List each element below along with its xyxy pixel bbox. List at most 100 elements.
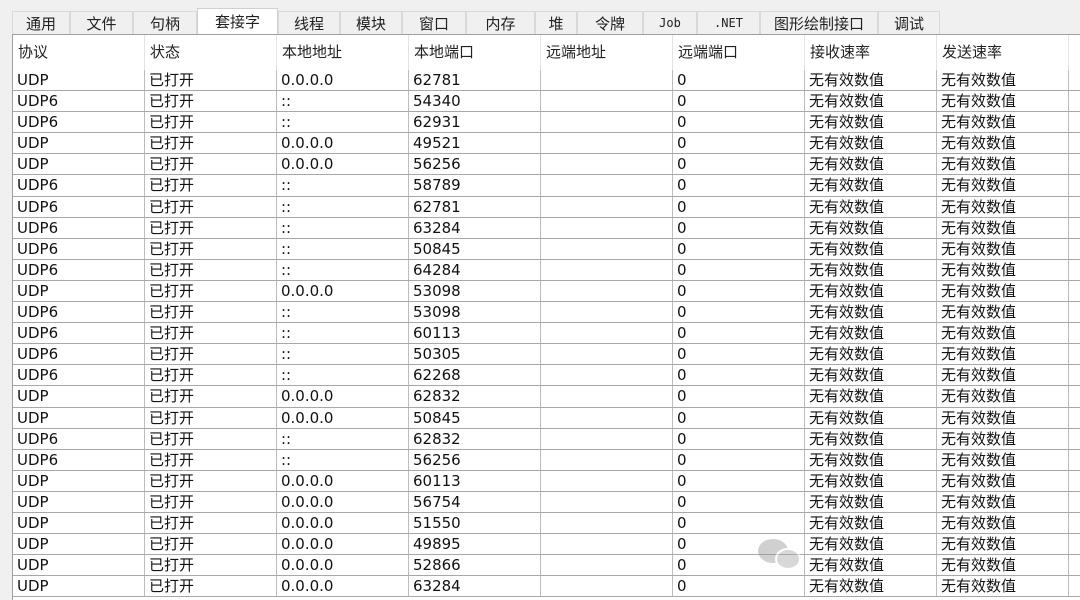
table-row[interactable]: UDP 已打开 0.0.0.0 51550 0 无有效数值 无有效数值 bbox=[13, 512, 1080, 535]
table-row[interactable]: UDP6 已打开:: 62832 0 无有效数值 无有效数值 bbox=[13, 428, 1080, 450]
table-row[interactable]: UDP6 已打开:: 54340 0 无有效数值 无有效数值 bbox=[13, 91, 1080, 113]
table-cell: 已打开 bbox=[145, 470, 277, 491]
table-cell: 已打开 bbox=[145, 238, 277, 259]
table-cell: UDP6 bbox=[13, 91, 145, 112]
table-cell: UDP bbox=[13, 280, 145, 302]
table-cell: 0 bbox=[673, 386, 805, 407]
table-cell: 已打开 bbox=[145, 407, 277, 428]
table-cell: 已打开 bbox=[145, 70, 277, 91]
table-row[interactable]: UDP 已打开 0.0.0.0 60113 0 无有效数值 无有效数值 bbox=[13, 470, 1080, 492]
table-cell: 已打开 bbox=[145, 428, 277, 449]
table-cell bbox=[541, 407, 673, 428]
table-row[interactable]: UDP6 已打开:: 56256 0 无有效数值 无有效数值 bbox=[13, 449, 1080, 471]
column-header[interactable]: 远端端口 bbox=[673, 35, 805, 70]
column-header[interactable]: 接收速率 bbox=[805, 35, 937, 70]
table-cell: 已打开 bbox=[145, 365, 277, 386]
table-cell: 无有效数值 bbox=[937, 323, 1069, 344]
table-cell: 50845 bbox=[409, 407, 541, 428]
table-cell: UDP bbox=[13, 133, 145, 154]
table-row[interactable]: UDP6 已打开:: 50305 0 无有效数值 无有效数值 bbox=[13, 344, 1080, 366]
table-row[interactable]: UDP6 已打开:: 62781 0 无有效数值 无有效数值 bbox=[13, 196, 1080, 218]
tab-11[interactable]: .NET bbox=[697, 11, 760, 34]
table-row[interactable]: UDP 已打开 0.0.0.0 49895 0 无有效数值 无有效数值 bbox=[13, 534, 1080, 556]
tab-2[interactable]: 句柄 bbox=[133, 11, 197, 34]
table-cell: UDP bbox=[13, 470, 145, 491]
table-cell bbox=[541, 449, 673, 470]
table-cell: 0 bbox=[673, 70, 805, 91]
table-cell: UDP bbox=[13, 555, 145, 576]
table-cell: 56754 bbox=[409, 491, 541, 512]
table-cell: 62931 bbox=[409, 112, 541, 133]
tab-0[interactable]: 通用 bbox=[12, 11, 70, 34]
table-row[interactable]: UDP 已打开 0.0.0.0 53098 0 无有效数值 无有效数值 bbox=[13, 280, 1080, 303]
table-cell bbox=[541, 365, 673, 386]
table-cell: UDP6 bbox=[13, 449, 145, 470]
table-cell: 已打开 bbox=[145, 386, 277, 407]
column-header[interactable]: 发送速率 bbox=[937, 35, 1069, 70]
table-cell: 无有效数值 bbox=[937, 302, 1069, 323]
table-cell: UDP bbox=[13, 154, 145, 175]
tab-5[interactable]: 模块 bbox=[340, 11, 402, 34]
table-cell: 50305 bbox=[409, 344, 541, 365]
table-cell bbox=[541, 534, 673, 555]
table-cell bbox=[541, 470, 673, 491]
table-cell: :: bbox=[277, 344, 409, 365]
table-cell: 0.0.0.0 bbox=[277, 512, 409, 534]
table-row[interactable]: UDP6 已打开:: 62268 0 无有效数值 无有效数值 bbox=[13, 365, 1080, 387]
table-row[interactable]: UDP 已打开 0.0.0.0 62832 0 无有效数值 无有效数值 bbox=[13, 386, 1080, 408]
column-header[interactable]: 协议 bbox=[13, 35, 145, 70]
table-cell: 50845 bbox=[409, 238, 541, 259]
tab-3[interactable]: 套接字 bbox=[197, 8, 278, 34]
table-row[interactable]: UDP 已打开 0.0.0.0 52866 0 无有效数值 无有效数值 bbox=[13, 555, 1080, 577]
table-row[interactable]: UDP6 已打开:: 53098 0 无有效数值 无有效数值 bbox=[13, 302, 1080, 324]
table-cell: 0 bbox=[673, 175, 805, 196]
table-header: 协议 状态 本地地址 本地端口 远端地址 远端端口 接收速率 发送速率 bbox=[13, 35, 1080, 70]
table-cell: 无有效数值 bbox=[805, 576, 937, 597]
tab-12[interactable]: 图形绘制接口 bbox=[760, 11, 878, 34]
tab-13[interactable]: 调试 bbox=[878, 11, 940, 34]
table-cell: :: bbox=[277, 449, 409, 470]
tab-9[interactable]: 令牌 bbox=[577, 11, 643, 34]
table-cell: :: bbox=[277, 428, 409, 449]
tab-10[interactable]: Job bbox=[643, 11, 697, 34]
table-row[interactable]: UDP 已打开 0.0.0.0 50845 0 无有效数值 无有效数值 bbox=[13, 407, 1080, 429]
table-cell: 62832 bbox=[409, 386, 541, 407]
table-row[interactable]: UDP 已打开 0.0.0.0 49521 0 无有效数值 无有效数值 bbox=[13, 133, 1080, 155]
table-row[interactable]: UDP 已打开 0.0.0.0 56256 0 无有效数值 无有效数值 bbox=[13, 154, 1080, 176]
column-header[interactable]: 本地地址 bbox=[277, 35, 409, 70]
table-cell: :: bbox=[277, 259, 409, 280]
tab-4[interactable]: 线程 bbox=[278, 11, 340, 34]
tab-1[interactable]: 文件 bbox=[70, 11, 133, 34]
table-row[interactable]: UDP6 已打开:: 64284 0 无有效数值 无有效数值 bbox=[13, 259, 1080, 281]
table-row[interactable]: UDP6 已打开:: 50845 0 无有效数值 无有效数值 bbox=[13, 238, 1080, 260]
table-cell bbox=[541, 555, 673, 576]
table-cell: 无有效数值 bbox=[937, 154, 1069, 175]
table-cell: 0.0.0.0 bbox=[277, 280, 409, 302]
table-cell: :: bbox=[277, 302, 409, 323]
table-row[interactable]: UDP6 已打开:: 58789 0 无有效数值 无有效数值 bbox=[13, 175, 1080, 197]
tab-8[interactable]: 堆 bbox=[535, 11, 577, 34]
table-row[interactable]: UDP6 已打开:: 63284 0 无有效数值 无有效数值 bbox=[13, 217, 1080, 239]
table-row[interactable]: UDP 已打开 0.0.0.0 56754 0 无有效数值 无有效数值 bbox=[13, 491, 1080, 513]
table-cell: :: bbox=[277, 112, 409, 133]
column-header[interactable]: 状态 bbox=[145, 35, 277, 70]
table-row[interactable]: UDP 已打开 0.0.0.0 63284 0 无有效数值 无有效数值 bbox=[13, 576, 1080, 598]
table-cell: 已打开 bbox=[145, 512, 277, 534]
column-header[interactable]: 远端地址 bbox=[541, 35, 673, 70]
table-cell: 0.0.0.0 bbox=[277, 407, 409, 428]
table-cell: UDP bbox=[13, 386, 145, 407]
column-header[interactable]: 本地端口 bbox=[409, 35, 541, 70]
table-row[interactable]: UDP6 已打开:: 62931 0 无有效数值 无有效数值 bbox=[13, 112, 1080, 134]
table-cell: 无有效数值 bbox=[805, 259, 937, 280]
table-cell: 无有效数值 bbox=[937, 470, 1069, 491]
table-cell: 53098 bbox=[409, 302, 541, 323]
table-cell: 无有效数值 bbox=[805, 154, 937, 175]
table-cell: 无有效数值 bbox=[937, 365, 1069, 386]
table-cell: UDP6 bbox=[13, 344, 145, 365]
table-cell: 64284 bbox=[409, 259, 541, 280]
table-row[interactable]: UDP6 已打开:: 60113 0 无有效数值 无有效数值 bbox=[13, 323, 1080, 345]
table-row[interactable]: UDP 已打开 0.0.0.0 62781 0 无有效数值 无有效数值 bbox=[13, 70, 1080, 92]
tab-6[interactable]: 窗口 bbox=[402, 11, 466, 34]
table-cell: 0.0.0.0 bbox=[277, 386, 409, 407]
tab-7[interactable]: 内存 bbox=[466, 11, 535, 34]
